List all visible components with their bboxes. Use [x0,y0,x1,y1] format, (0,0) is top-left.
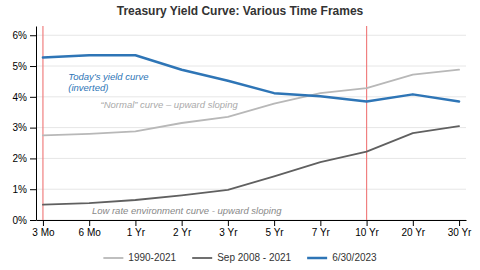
x-tick-label: 30 Yr [448,227,472,238]
y-tick-label: 0% [13,215,28,226]
y-tick: 0% [13,215,36,226]
title: Treasury Yield Curve: Various Time Frame… [117,4,364,18]
y-tick-label: 3% [13,122,28,133]
x-tick: 3 Mo [32,220,55,238]
legend-item: 6/30/2023 [307,252,377,263]
legend-label: Sep 2008 - 2021 [217,252,291,263]
x-tick-mark [89,220,90,226]
grid [36,35,466,220]
x-axis-line [37,220,467,221]
y-axis-line [36,27,37,221]
reference-line [42,26,43,220]
x-tick-label: 3 Mo [32,227,55,238]
x-tick-mark [228,220,229,226]
y-axis: 0% 1% 2% 3% 4% 5% 6% [13,27,37,226]
legend-swatch [307,257,327,260]
y-tick: 3% [13,122,36,133]
x-axis: 3 Mo 6 Mo 1 Yr 2 Yr 3 Yr 5 Yr 7 Yr 10 Yr 20 Yr 30… [32,220,472,238]
x-tick-mark [182,220,183,226]
y-tick: 6% [13,30,36,41]
x-tick: 2 Yr [173,220,192,238]
annotations: Today’s yield curve(inverted) “Normal” cu… [68,70,282,216]
x-tick-mark [459,220,460,226]
chart: 0% 1% 2% 3% 4% 5% 6% 3 Mo 6 Mo 1 Yr 2 Yr 3 Yr 5 Yr 7 … [0,0,480,270]
x-tick-mark [274,220,275,226]
x-tick-mark [320,220,321,226]
x-tick-label: 20 Yr [401,227,425,238]
annotation: Today’s yield curve(inverted) [68,70,148,92]
x-tick-mark [367,220,368,226]
y-tick-mark [30,35,36,36]
x-tick-label: 1 Yr [127,227,146,238]
x-tick: 7 Yr [312,220,331,238]
y-tick-label: 6% [13,30,28,41]
grid-line [36,66,466,67]
x-tick-label: 3 Yr [219,227,238,238]
x-tick: 5 Yr [266,220,285,238]
annotation: “Normal” curve – upward sloping [101,98,239,109]
x-tick: 1 Yr [127,220,146,238]
x-tick-mark [135,220,136,226]
series-line [43,70,459,136]
y-tick-mark [30,220,36,221]
series-line [43,126,459,205]
grid-line [36,189,466,190]
y-tick-label: 5% [13,61,28,72]
grid-line [36,158,466,159]
y-tick-mark [30,97,36,98]
legend-item: 1990-2021 [103,252,176,263]
plot-area [43,26,459,220]
x-tick: 6 Mo [79,220,102,238]
x-tick: 30 Yr [448,220,472,238]
y-tick-label: 1% [13,184,28,195]
y-tick: 5% [13,61,36,72]
x-tick-label: 10 Yr [355,227,379,238]
reference-line [366,26,367,220]
grid-line [36,35,466,36]
y-tick-mark [30,158,36,159]
y-tick-mark [30,128,36,129]
y-tick: 2% [13,153,36,164]
y-tick-label: 4% [13,92,28,103]
y-tick: 1% [13,184,36,195]
x-tick-label: 7 Yr [312,227,331,238]
x-tick: 20 Yr [401,220,425,238]
x-tick-label: 2 Yr [173,227,192,238]
legend-label: 6/30/2023 [332,252,377,263]
y-tick-mark [30,189,36,190]
x-tick-mark [413,220,414,226]
x-tick-label: 6 Mo [79,227,102,238]
series-line [43,55,459,101]
annotation: Low rate environment curve - upward slop… [92,205,282,216]
y-tick: 4% [13,92,36,103]
grid-line [36,127,466,128]
grid-line [36,220,466,221]
legend-swatch [103,257,123,259]
x-tick-mark [43,220,44,226]
x-tick: 3 Yr [219,220,238,238]
legend-label: 1990-2021 [128,252,176,263]
legend-item: Sep 2008 - 2021 [192,252,291,263]
x-tick-label: 5 Yr [266,227,285,238]
legend: 1990-2021 Sep 2008 - 2021 6/30/2023 [103,252,377,263]
x-tick: 10 Yr [355,220,379,238]
legend-swatch [192,257,212,259]
y-tick-label: 2% [13,153,28,164]
y-tick-mark [30,66,36,67]
